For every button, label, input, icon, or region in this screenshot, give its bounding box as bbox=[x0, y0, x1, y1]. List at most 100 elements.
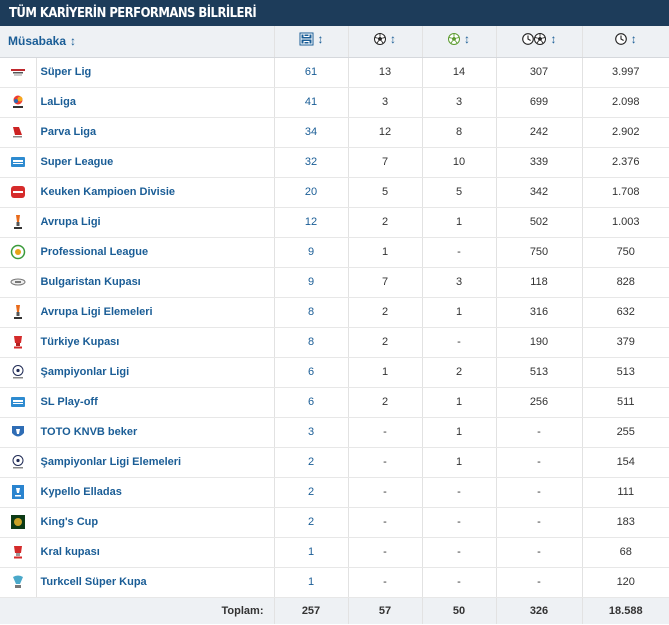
competition-name-link[interactable]: Avrupa Ligi bbox=[35, 207, 274, 238]
competition-name-link[interactable]: Avrupa Ligi Elemeleri bbox=[35, 297, 274, 328]
row-assists: 1 bbox=[421, 207, 496, 238]
competition-name-link[interactable]: Keuken Kampioen Divisie bbox=[35, 177, 274, 208]
row-appearances[interactable]: 1 bbox=[273, 567, 348, 598]
minutes-icon bbox=[614, 33, 627, 46]
competition-logo-cell bbox=[0, 267, 36, 298]
competition-logo-cell bbox=[0, 327, 36, 358]
competition-name-link[interactable]: King's Cup bbox=[35, 507, 274, 538]
competition-name-link[interactable]: SL Play-off bbox=[35, 387, 274, 418]
competition-name-link[interactable]: Kypello Elladas bbox=[35, 477, 274, 508]
row-assists: 8 bbox=[421, 117, 496, 148]
row-appearances[interactable]: 12 bbox=[273, 207, 348, 238]
row-minutes: 183 bbox=[581, 507, 669, 538]
totals-minutes-per-goal: 326 bbox=[495, 596, 582, 624]
competition-name-link[interactable]: Parva Liga bbox=[35, 117, 274, 148]
row-appearances[interactable]: 20 bbox=[273, 177, 348, 208]
sort-icon: ↕ bbox=[70, 34, 77, 49]
row-appearances[interactable]: 2 bbox=[273, 477, 348, 508]
row-minutes: 2.098 bbox=[581, 87, 669, 118]
competition-logo-cell bbox=[0, 357, 36, 388]
competition-name-link[interactable]: Süper Lig bbox=[35, 57, 274, 88]
competition-name-link[interactable]: Professional League bbox=[35, 237, 274, 268]
turkish-cup-logo-icon bbox=[10, 336, 26, 349]
row-minutes: 513 bbox=[581, 357, 669, 388]
competition-name-link[interactable]: TOTO KNVB beker bbox=[35, 417, 274, 448]
row-minutes-per-goal: 307 bbox=[495, 57, 582, 88]
column-header-label: Müsabaka bbox=[8, 34, 67, 49]
turkcell-super-kupa-logo-icon bbox=[10, 575, 26, 588]
row-minutes: 828 bbox=[581, 267, 669, 298]
row-assists: 1 bbox=[421, 387, 496, 418]
competition-name-link[interactable]: Super League bbox=[35, 147, 274, 178]
totals-goals: 57 bbox=[347, 596, 422, 624]
column-header-minutes[interactable]: ↕ bbox=[581, 26, 669, 58]
row-appearances[interactable]: 32 bbox=[273, 147, 348, 178]
section-header: TÜM KARİYERİN PERFORMANS BİLRİLERİ bbox=[0, 0, 669, 26]
row-appearances[interactable]: 2 bbox=[273, 507, 348, 538]
row-goals: 1 bbox=[347, 237, 422, 268]
row-minutes: 379 bbox=[581, 327, 669, 358]
row-minutes: 111 bbox=[581, 477, 669, 508]
table-row: LaLiga 41 3 3 699 2.098 bbox=[0, 87, 669, 118]
row-assists: - bbox=[421, 237, 496, 268]
column-header-goals[interactable]: ↕ bbox=[347, 26, 422, 58]
table-row: Turkcell Süper Kupa 1- - -120 bbox=[0, 567, 669, 598]
row-minutes-per-goal: 699 bbox=[495, 87, 582, 118]
kings-cup-logo-icon bbox=[10, 515, 26, 529]
row-minutes: 2.376 bbox=[581, 147, 669, 178]
totals-label: Toplam: bbox=[0, 596, 274, 624]
row-appearances[interactable]: 6 bbox=[273, 357, 348, 388]
competition-name-link[interactable]: Turkcell Süper Kupa bbox=[35, 567, 274, 598]
column-header-minutes-per-goal[interactable]: ↕ bbox=[495, 26, 582, 58]
column-header-assists[interactable]: ↕ bbox=[421, 26, 496, 58]
table-row: King's Cup 2- - -183 bbox=[0, 507, 669, 538]
table-row: SL Play-off 6 2 1 256 511 bbox=[0, 387, 669, 418]
row-assists: 14 bbox=[421, 57, 496, 88]
row-goals: - bbox=[347, 447, 422, 478]
totals-assists: 50 bbox=[421, 596, 496, 624]
competition-name-link[interactable]: LaLiga bbox=[35, 87, 274, 118]
row-minutes-per-goal: - bbox=[495, 507, 582, 538]
sort-icon: ↕ bbox=[317, 31, 324, 46]
row-goals: 2 bbox=[347, 297, 422, 328]
champions-league-logo-icon bbox=[10, 365, 26, 379]
competition-name-link[interactable]: Şampiyonlar Ligi Elemeleri bbox=[35, 447, 274, 478]
column-header-competition[interactable]: Müsabaka ↕ bbox=[0, 26, 274, 58]
row-minutes: 511 bbox=[581, 387, 669, 418]
table-row: Kral kupası 1- - -68 bbox=[0, 537, 669, 568]
row-appearances[interactable]: 6 bbox=[273, 387, 348, 418]
row-assists: 1 bbox=[421, 417, 496, 448]
table-row: Süper Lig 61 13 14 307 3.997 bbox=[0, 57, 669, 88]
row-goals: 7 bbox=[347, 147, 422, 178]
table-header-row: Müsabaka ↕ ↕ bbox=[0, 26, 669, 58]
row-appearances[interactable]: 41 bbox=[273, 87, 348, 118]
row-minutes-per-goal: - bbox=[495, 447, 582, 478]
row-goals: 13 bbox=[347, 57, 422, 88]
competition-name-link[interactable]: Türkiye Kupası bbox=[35, 327, 274, 358]
row-appearances[interactable]: 1 bbox=[273, 537, 348, 568]
row-appearances[interactable]: 2 bbox=[273, 447, 348, 478]
competition-name-link[interactable]: Kral kupası bbox=[35, 537, 274, 568]
row-minutes-per-goal: 190 bbox=[495, 327, 582, 358]
row-goals: 1 bbox=[347, 357, 422, 388]
europa-league-logo-icon bbox=[10, 215, 26, 229]
row-appearances[interactable]: 8 bbox=[273, 297, 348, 328]
row-appearances[interactable]: 34 bbox=[273, 117, 348, 148]
competition-name-link[interactable]: Şampiyonlar Ligi bbox=[35, 357, 274, 388]
row-goals: 5 bbox=[347, 177, 422, 208]
row-appearances[interactable]: 9 bbox=[273, 267, 348, 298]
row-appearances[interactable]: 8 bbox=[273, 327, 348, 358]
row-assists: 3 bbox=[421, 267, 496, 298]
row-assists: 2 bbox=[421, 357, 496, 388]
totals-appearances: 257 bbox=[273, 596, 348, 624]
row-appearances[interactable]: 9 bbox=[273, 237, 348, 268]
lineup-icon bbox=[299, 32, 314, 46]
assist-icon bbox=[448, 33, 460, 46]
section-title: TÜM KARİYERİN PERFORMANS BİLRİLERİ bbox=[9, 5, 257, 21]
row-minutes-per-goal: 118 bbox=[495, 267, 582, 298]
column-header-appearances[interactable]: ↕ bbox=[273, 26, 348, 58]
row-minutes: 1.003 bbox=[581, 207, 669, 238]
row-appearances[interactable]: 61 bbox=[273, 57, 348, 88]
competition-name-link[interactable]: Bulgaristan Kupası bbox=[35, 267, 274, 298]
row-appearances[interactable]: 3 bbox=[273, 417, 348, 448]
